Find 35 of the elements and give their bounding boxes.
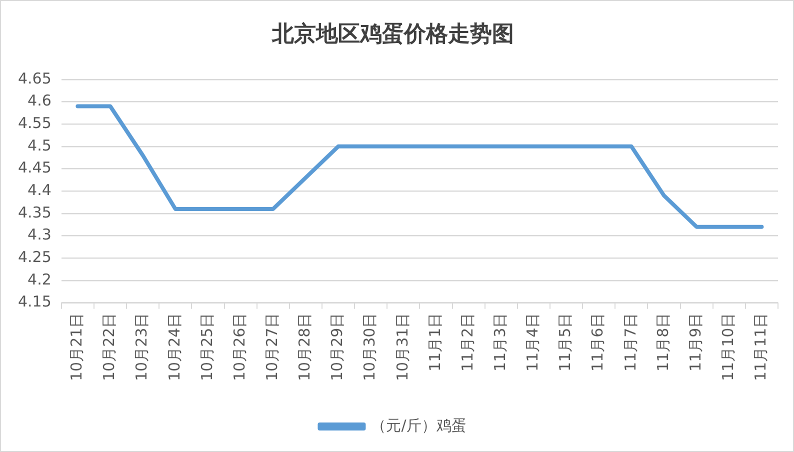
x-tick-label: 10月23日 (132, 312, 151, 382)
x-tick-label: 11月11日 (752, 312, 770, 382)
x-tick-label: 11月6日 (588, 312, 607, 372)
x-tick-label: 10月29日 (328, 312, 346, 382)
x-tick-label: 10月25日 (198, 312, 216, 382)
x-tick-label: 11月7日 (621, 312, 640, 372)
x-tick-label: 10月21日 (68, 312, 86, 382)
x-tick-label: 10月24日 (165, 312, 184, 382)
y-tick-label: 4.6 (28, 92, 52, 110)
y-tick-label: 4.65 (18, 69, 52, 88)
y-tick-label: 4.15 (18, 292, 52, 311)
x-tick-label: 10月28日 (296, 312, 314, 382)
x-tick-label: 11月9日 (686, 312, 704, 372)
x-tick-label: 11月1日 (426, 312, 444, 372)
x-tick-label: 10月27日 (263, 312, 282, 382)
x-tick-label: 11月5日 (556, 312, 574, 372)
legend-label: （元/斤）鸡蛋 (371, 416, 466, 434)
x-tick-label: 11月3日 (491, 312, 510, 372)
x-tick-label: 10月30日 (360, 312, 379, 382)
x-tick-label: 11月4日 (524, 312, 542, 372)
y-tick-label: 4.25 (18, 248, 52, 266)
x-tick-label: 10月31日 (393, 312, 412, 382)
y-tick-label: 4.5 (28, 136, 52, 154)
y-tick-label: 4.55 (18, 114, 52, 132)
y-tick-label: 4.3 (28, 226, 52, 244)
y-tick-label: 4.35 (18, 203, 52, 222)
chart-title: 北京地区鸡蛋价格走势图 (271, 20, 514, 47)
y-tick-label: 4.4 (28, 181, 52, 200)
x-tick-label: 10月26日 (230, 312, 248, 382)
y-tick-label: 4.2 (28, 270, 52, 288)
y-tick-label: 4.45 (18, 158, 52, 177)
x-tick-label: 11月2日 (458, 312, 476, 372)
x-tick-label: 11月10日 (719, 312, 738, 382)
x-tick-label: 10月22日 (100, 312, 118, 382)
x-tick-label: 11月8日 (654, 312, 672, 372)
